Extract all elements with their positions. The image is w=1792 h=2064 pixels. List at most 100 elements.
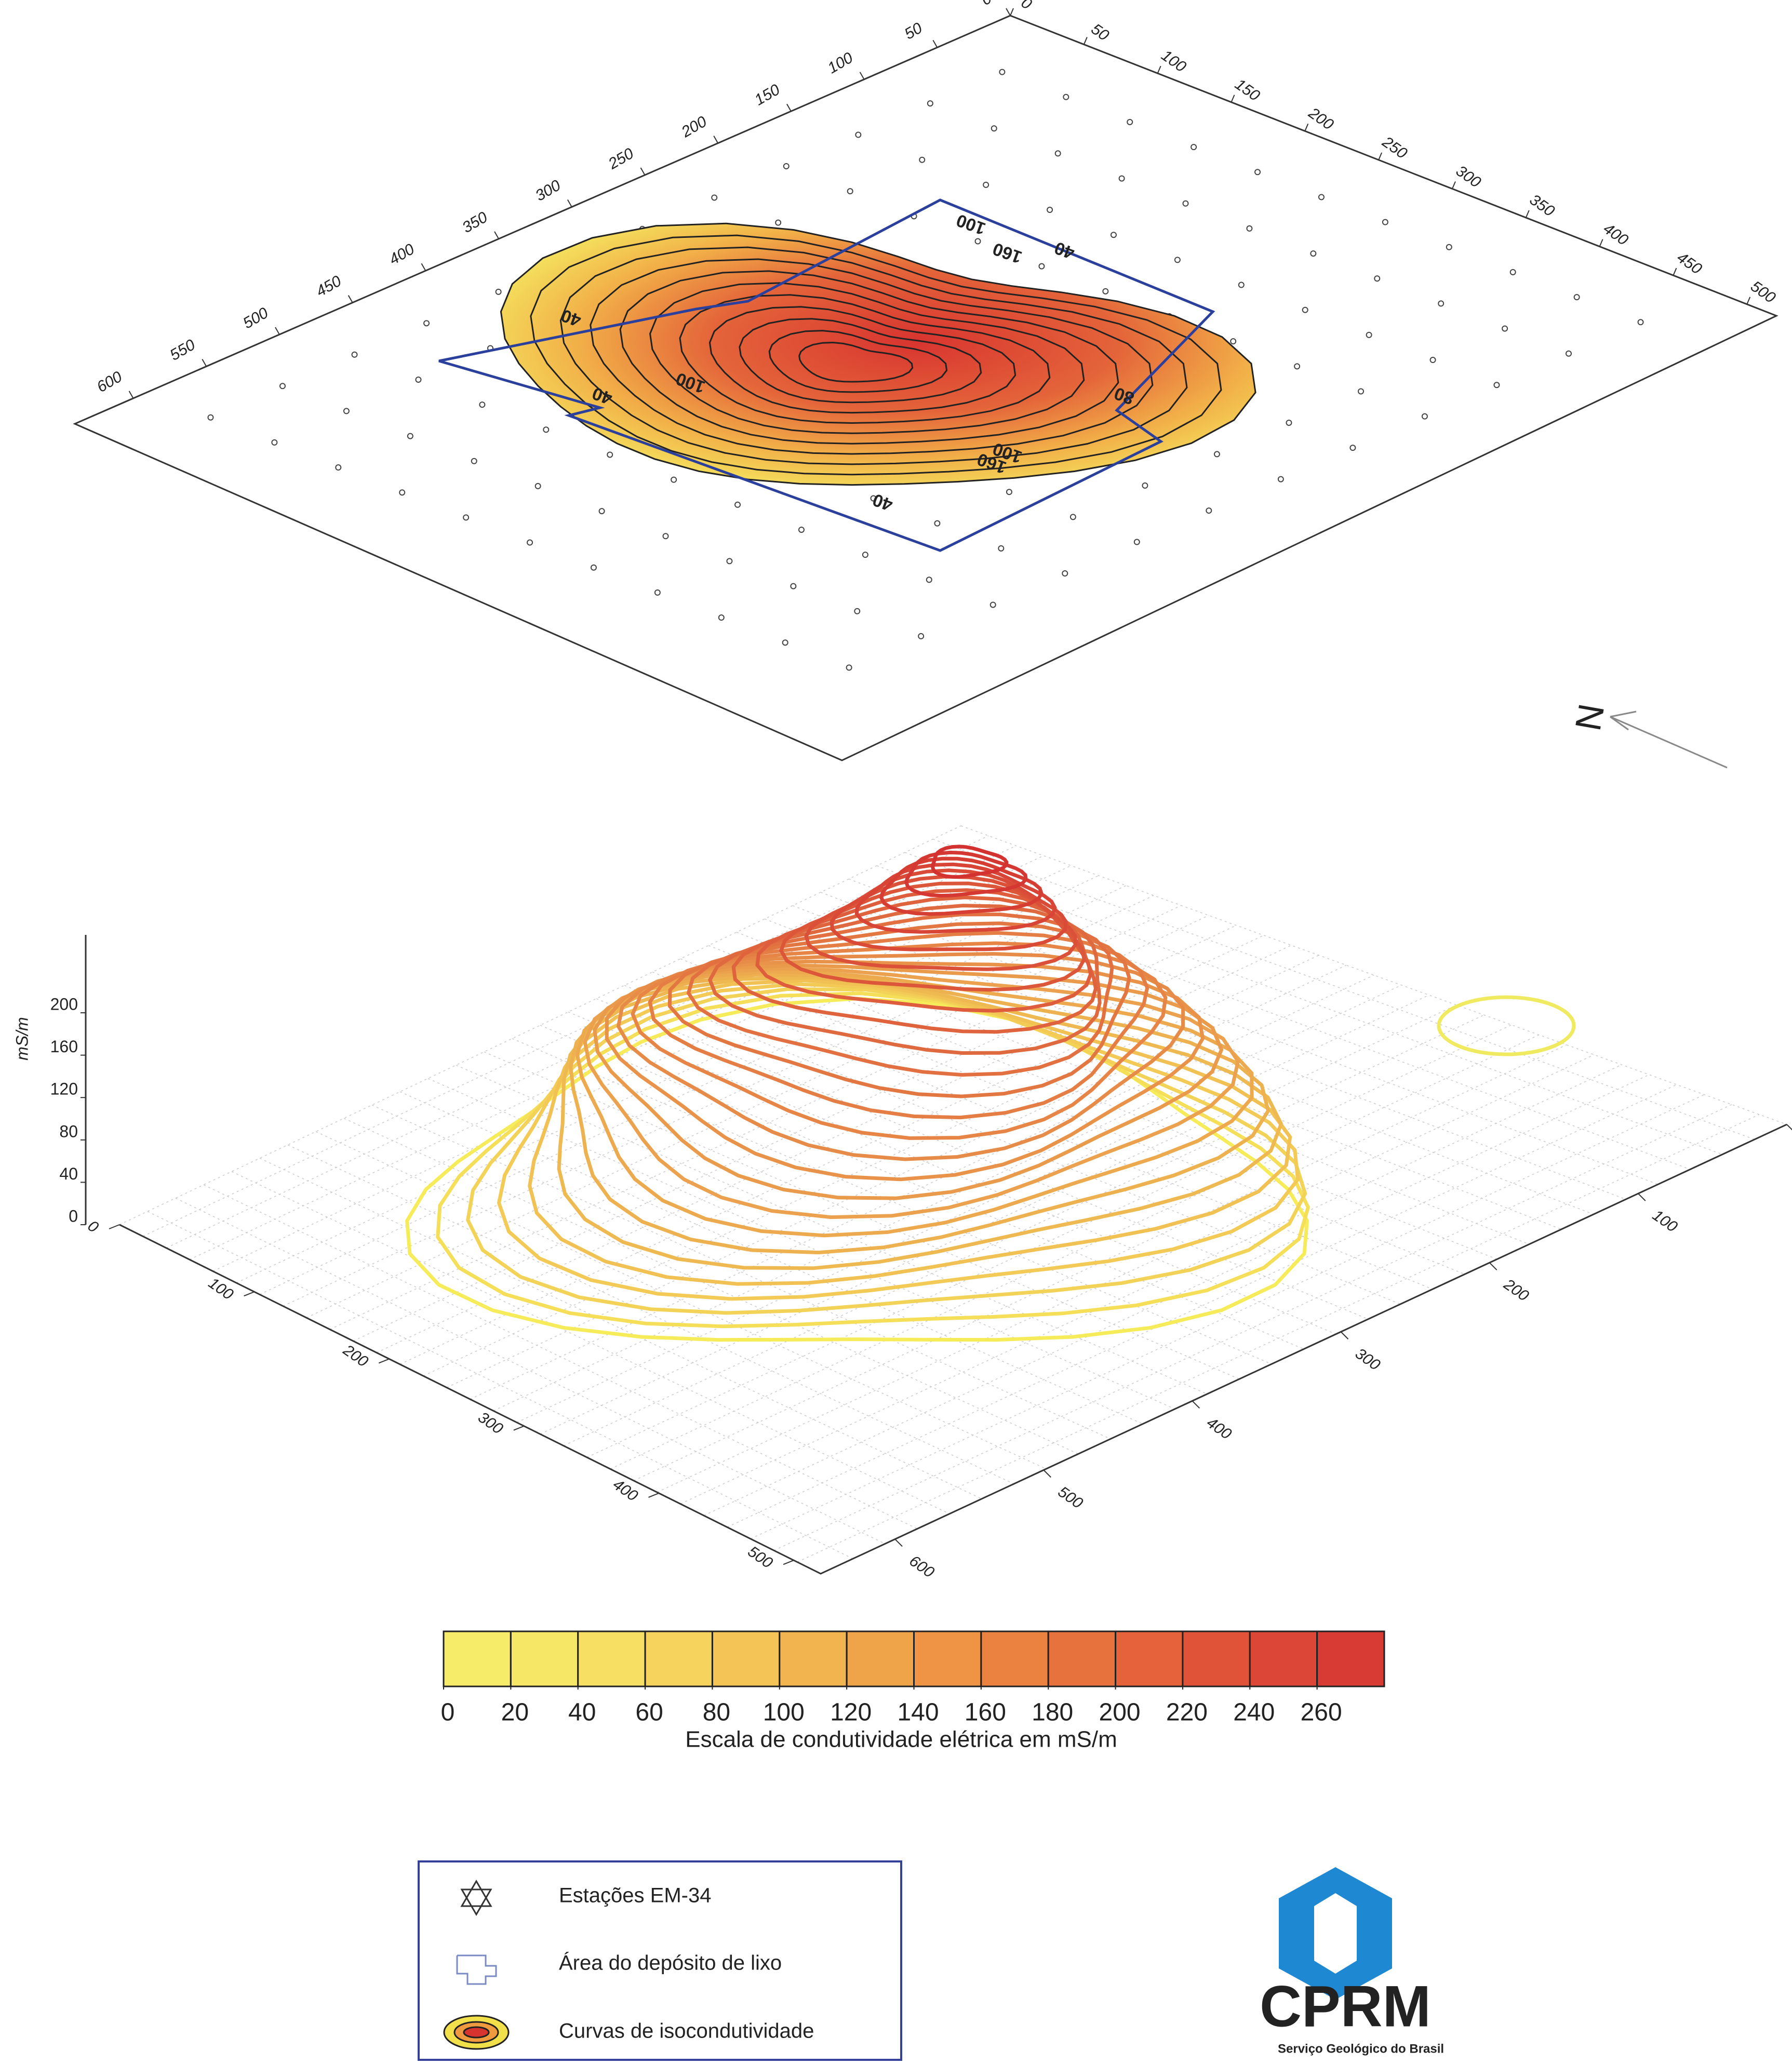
- isoline: [1437, 995, 1576, 1056]
- tick-mark: [275, 327, 280, 335]
- x-tick-label: 300: [475, 1409, 506, 1438]
- station: [271, 439, 278, 446]
- grid-line: [493, 984, 1402, 1412]
- grid-line: [820, 892, 1626, 1200]
- y-tick-label: 100: [825, 49, 856, 77]
- x-tick-label: 0: [85, 1217, 102, 1237]
- z-tick-label: 80: [59, 1122, 78, 1141]
- contour-line: [798, 341, 914, 383]
- station: [1102, 288, 1109, 294]
- scale-tick-label: 40: [568, 1699, 596, 1726]
- tick-mark: [421, 263, 426, 271]
- station: [1358, 388, 1365, 395]
- tick-mark: [128, 391, 134, 399]
- tick-mark: [1638, 1193, 1646, 1201]
- tick-mark: [1489, 1262, 1497, 1270]
- z-tick-label: 200: [50, 995, 78, 1013]
- station: [989, 601, 996, 608]
- tick-mark: [1304, 123, 1309, 131]
- z-tick-label: 0: [69, 1207, 78, 1225]
- station: [918, 633, 925, 639]
- scale-tick-label: 200: [1099, 1699, 1141, 1726]
- color-box: [1047, 1630, 1117, 1687]
- station: [343, 408, 350, 414]
- isoline: [648, 931, 1149, 1120]
- station: [1006, 489, 1012, 495]
- x-tick-label: 400: [610, 1476, 641, 1505]
- station: [1366, 331, 1372, 338]
- station: [1374, 275, 1381, 282]
- map-frame: [73, 15, 1778, 761]
- x-tick-label: 0: [1018, 0, 1035, 13]
- y-tick-label: 400: [1203, 1414, 1235, 1443]
- tick-mark: [1746, 297, 1751, 305]
- station: [862, 552, 868, 558]
- isoline: [583, 967, 1240, 1219]
- isoline: [904, 850, 1028, 898]
- north-label: N: [1568, 701, 1612, 733]
- scale-tick-label: 120: [830, 1699, 872, 1726]
- station: [590, 564, 597, 571]
- contour-line: [590, 258, 1154, 455]
- tick-mark: [783, 1560, 794, 1565]
- station: [1421, 413, 1428, 420]
- station: [1174, 257, 1181, 263]
- y-tick-label: 300: [532, 177, 564, 205]
- z-axis-label: mS/m: [12, 1017, 31, 1061]
- isoline: [707, 904, 1102, 1055]
- y-tick-label: 0: [979, 0, 995, 9]
- contour-fill: [500, 222, 1256, 486]
- area-icon: [456, 1954, 497, 1985]
- grid-line: [750, 1094, 1705, 1539]
- station: [1127, 118, 1133, 125]
- tick-mark: [1378, 152, 1383, 160]
- legend-item: Curvas de isocondutividade: [559, 2020, 814, 2043]
- scale-tick-label: 240: [1233, 1699, 1275, 1726]
- tick-mark: [494, 231, 499, 239]
- station: [598, 508, 605, 515]
- station: [726, 558, 733, 565]
- station: [471, 458, 477, 464]
- station: [1294, 363, 1301, 370]
- legend: Estações EM-34 Área do depósito de lixo …: [418, 1860, 902, 2061]
- station: [1318, 194, 1325, 200]
- station: [335, 464, 342, 471]
- isoline: [830, 868, 1068, 951]
- tick-mark: [347, 295, 353, 303]
- tick-mark: [1452, 181, 1456, 189]
- x-tick-label: 200: [340, 1341, 371, 1370]
- tick-mark: [202, 358, 207, 367]
- station: [1246, 225, 1253, 232]
- station: [423, 320, 430, 327]
- station: [654, 589, 661, 596]
- station: [1566, 350, 1572, 357]
- station: [870, 495, 877, 502]
- station: [1213, 451, 1220, 458]
- deposit-area: [438, 198, 1215, 552]
- station: [527, 539, 533, 546]
- star-icon: [460, 1880, 492, 1916]
- station: [718, 614, 725, 621]
- station: [854, 608, 861, 614]
- tick-mark: [1525, 210, 1530, 218]
- contour-line: [768, 330, 948, 393]
- contour-line: [739, 318, 982, 404]
- station: [1573, 294, 1580, 301]
- station: [775, 219, 782, 226]
- y-tick-label: 250: [605, 145, 637, 173]
- station: [1206, 507, 1212, 514]
- grid-line: [376, 935, 1264, 1353]
- tick-mark: [894, 1538, 903, 1547]
- y-tick-label: 200: [1500, 1276, 1532, 1305]
- scale-tick-label: 20: [501, 1699, 529, 1726]
- station: [1286, 419, 1292, 426]
- station: [1429, 357, 1436, 364]
- legend-item: Área do depósito de lixo: [559, 1951, 782, 1975]
- tick-mark: [1192, 1400, 1200, 1409]
- x-tick-label: 100: [205, 1275, 236, 1304]
- y-tick-label: 50: [902, 19, 926, 43]
- color-box: [711, 1630, 781, 1687]
- x-tick-label: 150: [1232, 76, 1263, 105]
- grid-line: [596, 998, 1369, 1320]
- grid-line: [236, 875, 1099, 1283]
